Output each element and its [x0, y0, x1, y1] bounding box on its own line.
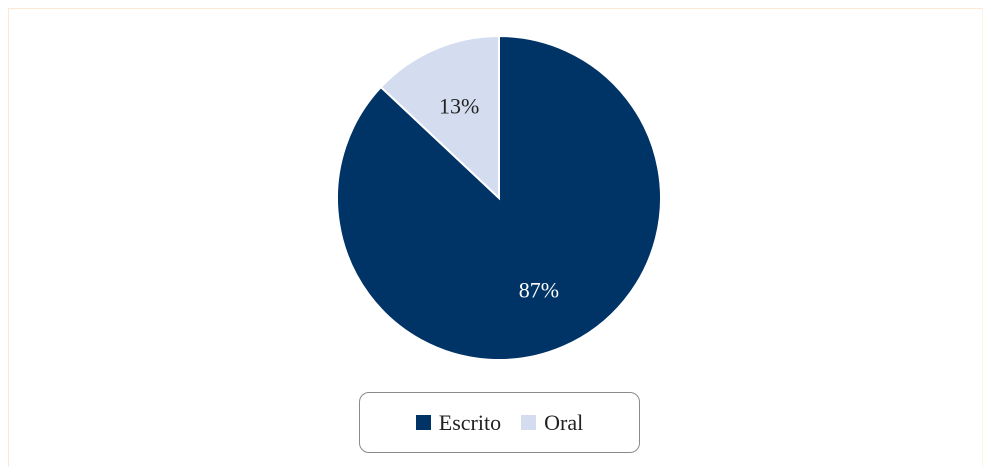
chart-legend: Escrito Oral [359, 392, 640, 453]
legend-label-oral: Oral [544, 409, 584, 435]
pie-slice-oral [379, 34, 500, 201]
legend-item-oral: Oral [521, 410, 583, 436]
pie-slices [336, 34, 662, 361]
legend-swatch-oral [521, 415, 537, 430]
legend-item-escrito: Escrito [415, 409, 502, 436]
pie-data-labels: 87% 13% [439, 93, 559, 302]
data-label-escrito: 87% [519, 278, 559, 303]
data-label-oral: 13% [439, 93, 479, 118]
legend-label-escrito: Escrito [438, 409, 502, 435]
legend-swatch-escrito [415, 415, 431, 430]
chart-frame [8, 8, 983, 467]
